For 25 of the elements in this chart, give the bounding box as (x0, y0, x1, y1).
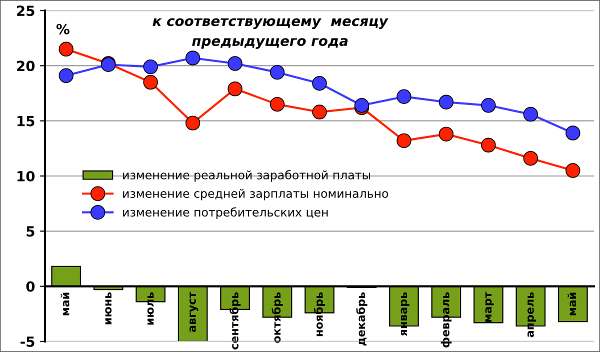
text: к соответствующему месяцу предыдущего года (152, 18, 388, 49)
legend-label: изменение средней зарплаты номинально (123, 188, 388, 200)
legend-label: изменение потребительских цен (123, 207, 328, 219)
x-tick-label: май (567, 292, 576, 316)
y-tick-label: 15 (18, 116, 34, 126)
x-tick-label: июнь (105, 292, 112, 324)
x-tick-label: июль (147, 292, 154, 325)
x-tick-label: апрель (528, 292, 536, 338)
y-tick-label: 0 (26, 281, 35, 292)
y-tick-label: -5 (20, 336, 34, 347)
legend-label: изменение реальной заработной платы (123, 170, 370, 182)
y-tick-label: 10 (18, 170, 35, 182)
x-tick-label: январь (400, 292, 410, 336)
x-tick-label: февраль (440, 292, 452, 348)
y-axis-title: % (56, 24, 70, 34)
y-tick-label: 5 (26, 226, 34, 237)
x-tick-label: май (60, 292, 70, 316)
y-tick-label: 25 (17, 6, 34, 16)
x-tick-label: август (190, 292, 198, 332)
x-tick-label: ноябрь (314, 292, 326, 336)
x-tick-label: октябрь (272, 292, 283, 343)
x-tick-label: март (485, 292, 494, 322)
x-tick-label: декабрь (356, 292, 368, 346)
x-tick-label: сентябрь (229, 292, 241, 350)
y-tick-label: 20 (17, 60, 35, 72)
